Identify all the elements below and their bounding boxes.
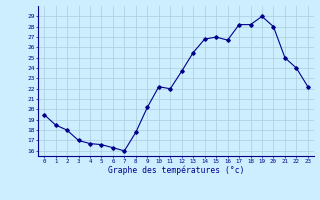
X-axis label: Graphe des températures (°c): Graphe des températures (°c) — [108, 166, 244, 175]
